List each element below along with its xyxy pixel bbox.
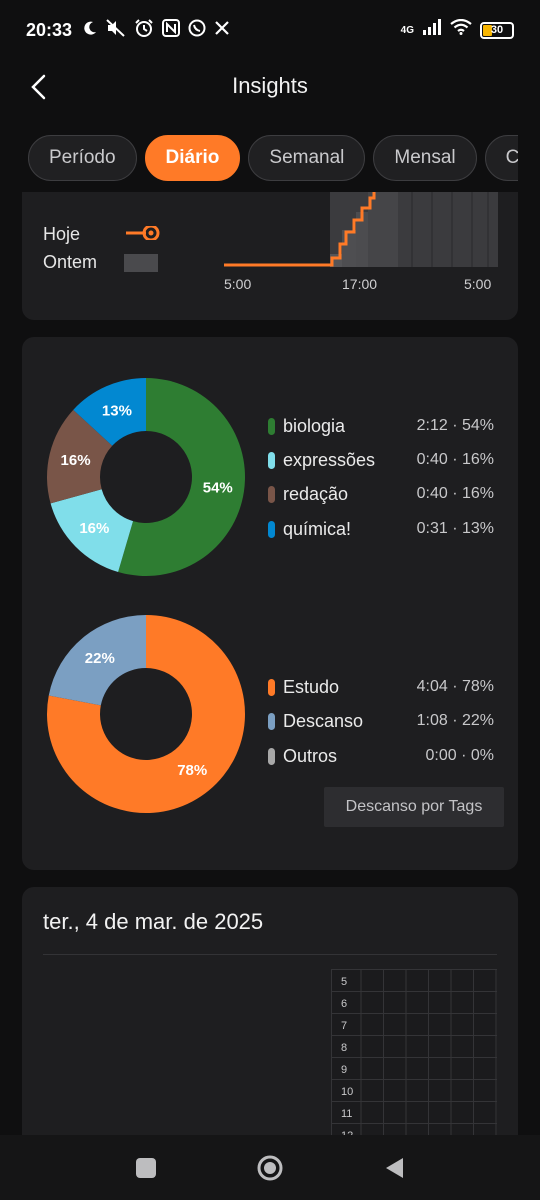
hour-label: 6 <box>341 998 347 1010</box>
legend-dot <box>268 417 275 435</box>
moon-icon <box>82 20 98 41</box>
alarm-icon <box>134 18 154 43</box>
square-icon <box>136 1158 156 1178</box>
legend-dot <box>268 712 275 730</box>
legend-item-estudo: Estudo 4:04 · 78% <box>268 675 494 699</box>
legend-today-label: Hoje <box>43 224 81 244</box>
hour-label: 7 <box>341 1020 347 1032</box>
legend-item-outros: Outros 0:00 · 0% <box>268 744 494 768</box>
day-hour-grid: 56789101112 <box>331 969 497 1147</box>
legend-value: 0:40 · 16% <box>416 485 494 502</box>
divider <box>43 954 497 955</box>
tab-diario[interactable]: Diário <box>144 135 241 181</box>
back-button[interactable] <box>22 70 56 104</box>
timeline-card: Hoje Ontem 5:00 17:00 5:00 <box>22 192 518 320</box>
day-card: ter., 4 de mar. de 2025 56789101112 <box>22 887 518 1147</box>
home-button[interactable] <box>255 1153 285 1183</box>
rest-by-tags-button[interactable]: Descanso por Tags <box>324 787 504 827</box>
x-tick-mid: 17:00 <box>342 276 378 292</box>
legend-value: 0:40 · 16% <box>416 451 494 468</box>
legend-item-redacao: redação 0:40 · 16% <box>268 482 494 506</box>
hour-label: 5 <box>341 976 347 988</box>
hour-label: 9 <box>341 1064 347 1076</box>
subjects-slice-2 <box>47 409 113 504</box>
legend-dot <box>268 520 275 538</box>
nfc-icon <box>162 18 181 42</box>
subjects-slice-label-0: 54% <box>203 479 233 496</box>
legend-name: redação <box>283 483 349 504</box>
legend-item-expressoes: expressões 0:40 · 16% <box>268 448 494 472</box>
legend-value: 0:31 · 13% <box>416 520 494 537</box>
legend-name: expressões <box>283 449 376 470</box>
legend-value: 4:04 · 78% <box>416 678 494 695</box>
hour-label: 8 <box>341 1042 347 1054</box>
legend-item-quimica: química! 0:31 · 13% <box>268 517 494 541</box>
legend-value: 0:00 · 0% <box>425 747 495 764</box>
subjects-donut-chart: 54% 16% 16% 13% <box>47 378 245 576</box>
status-bar: 20:33 4G 30 <box>0 0 540 60</box>
wifi-icon <box>450 18 472 41</box>
hour-label: 11 <box>341 1108 352 1120</box>
period-tabs: Período Diário Semanal Mensal C <box>28 135 518 181</box>
yesterday-swatch <box>124 254 158 272</box>
timeline-chart <box>224 192 498 267</box>
circle-icon <box>257 1155 283 1181</box>
subjects-slice-label-1: 16% <box>79 520 109 537</box>
legend-dot <box>268 747 275 765</box>
legend-value: 1:08 · 22% <box>416 712 494 729</box>
categories-slice-0 <box>46 615 245 813</box>
hour-label: 10 <box>341 1086 353 1098</box>
legend-name: Outros <box>283 745 338 766</box>
legend-dot <box>268 451 275 469</box>
legend-name: Estudo <box>283 676 340 697</box>
signal-icon <box>422 19 442 41</box>
day-date-title: ter., 4 de mar. de 2025 <box>43 909 264 934</box>
triangle-back-icon <box>386 1158 403 1178</box>
tab-semanal[interactable]: Semanal <box>248 135 366 181</box>
subjects-slice-3 <box>73 378 146 446</box>
system-nav-bar <box>0 1135 540 1200</box>
legend-name: Descanso <box>283 710 364 731</box>
page-title: Insights <box>232 73 308 98</box>
legend-name: química! <box>283 518 352 539</box>
categories-donut-chart: 78% 22% <box>46 615 245 813</box>
subjects-slice-label-3: 13% <box>102 403 132 420</box>
back-nav-button[interactable] <box>379 1153 409 1183</box>
today-line <box>224 192 376 267</box>
whatsapp-icon <box>188 19 206 42</box>
categories-slice-label-0: 78% <box>177 762 207 779</box>
battery-level: 30 <box>490 24 504 36</box>
battery-icon: 30 <box>480 21 514 39</box>
tab-periodo[interactable]: Período <box>28 135 137 181</box>
subjects-slice-1 <box>50 489 134 572</box>
x-tick-end: 5:00 <box>464 276 492 292</box>
today-line-marker-icon <box>126 226 160 240</box>
categories-slice-label-1: 22% <box>85 650 115 667</box>
legend-name: biologia <box>283 415 346 436</box>
chevron-left-icon <box>31 74 46 100</box>
network-type: 4G <box>400 24 414 36</box>
x-icon <box>214 20 230 41</box>
legend-dot <box>268 678 275 696</box>
app-header: Insights <box>0 60 540 112</box>
subjects-slice-0 <box>118 378 245 576</box>
categories-slice-1 <box>48 615 146 706</box>
legend-item-descanso: Descanso 1:08 · 22% <box>268 709 494 733</box>
legend-value: 2:12 · 54% <box>416 417 494 434</box>
recents-button[interactable] <box>131 1153 161 1183</box>
subjects-slice-label-2: 16% <box>61 452 91 469</box>
muted-icon <box>106 18 126 42</box>
legend-yesterday-label: Ontem <box>43 252 98 272</box>
x-tick-start: 5:00 <box>224 276 252 292</box>
legend-item-biologia: biologia 2:12 · 54% <box>268 414 494 438</box>
status-time: 20:33 <box>26 19 73 40</box>
distribution-card: 54% 16% 16% 13% 78% 22% biologia 2:12 · 54% … <box>22 337 518 870</box>
tab-clipped[interactable]: C <box>484 135 518 181</box>
tab-mensal[interactable]: Mensal <box>373 135 477 181</box>
legend-dot <box>268 485 275 503</box>
